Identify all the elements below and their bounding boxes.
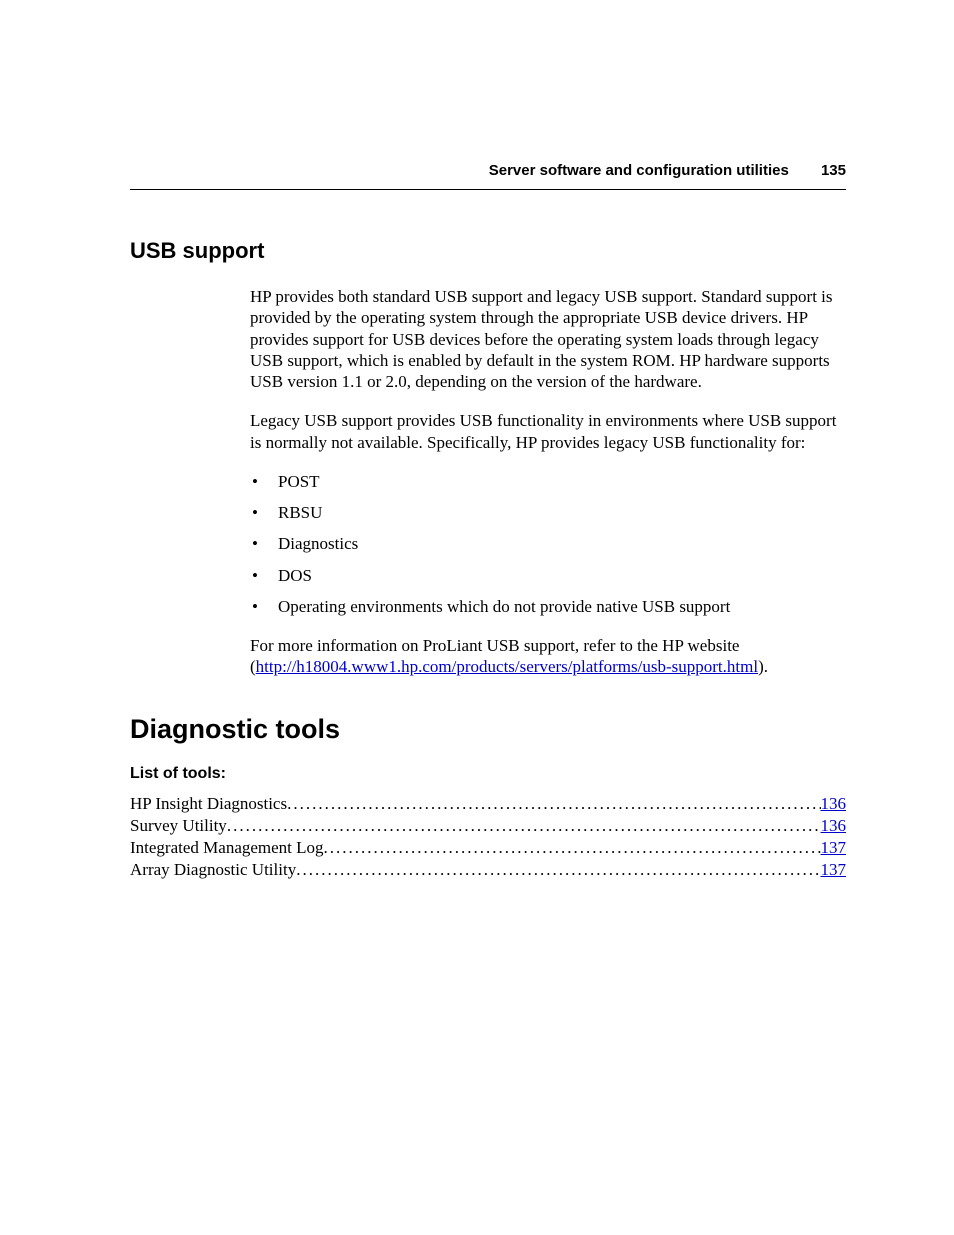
toc-label: Survey Utility: [130, 815, 227, 837]
toc-entry: HP Insight Diagnostics 136: [130, 793, 846, 815]
list-item: RBSU: [250, 502, 846, 523]
usb-para-1: HP provides both standard USB support an…: [250, 286, 846, 392]
list-item: Diagnostics: [250, 533, 846, 554]
toc-entry: Array Diagnostic Utility 137: [130, 859, 846, 881]
bullet-text: DOS: [278, 566, 312, 585]
toc-entry: Integrated Management Log 137: [130, 837, 846, 859]
usb-support-heading: USB support: [130, 238, 846, 264]
toc-leader-dots: [227, 815, 821, 837]
usb-support-link[interactable]: http://h18004.www1.hp.com/products/serve…: [256, 657, 758, 676]
usb-para-2: Legacy USB support provides USB function…: [250, 410, 846, 453]
header-page-number: 135: [821, 162, 846, 179]
diagnostic-tools-heading: Diagnostic tools: [130, 714, 846, 745]
toc-page-link[interactable]: 136: [821, 793, 847, 815]
toc-leader-dots: [287, 793, 820, 815]
toc-leader-dots: [324, 837, 821, 859]
bullet-text: RBSU: [278, 503, 322, 522]
toc-leader-dots: [296, 859, 820, 881]
running-header: Server software and configuration utilit…: [130, 162, 846, 190]
toc-page-link[interactable]: 137: [821, 859, 847, 881]
list-item: Operating environments which do not prov…: [250, 596, 846, 617]
bullet-text: POST: [278, 472, 320, 491]
toc-page-link[interactable]: 137: [821, 837, 847, 859]
list-of-tools-heading: List of tools:: [130, 765, 846, 783]
usb-bullet-list: POST RBSU Diagnostics DOS Operating envi…: [250, 471, 846, 617]
usb-body: HP provides both standard USB support an…: [250, 286, 846, 678]
toc-label: HP Insight Diagnostics: [130, 793, 287, 815]
bullet-text: Operating environments which do not prov…: [278, 597, 730, 616]
toc-label: Integrated Management Log: [130, 837, 324, 859]
para3-post: ).: [758, 657, 768, 676]
toc-page-link[interactable]: 136: [821, 815, 847, 837]
usb-para-3: For more information on ProLiant USB sup…: [250, 635, 846, 678]
list-item: POST: [250, 471, 846, 492]
toc-list: HP Insight Diagnostics 136 Survey Utilit…: [130, 793, 846, 881]
toc-label: Array Diagnostic Utility: [130, 859, 296, 881]
toc-entry: Survey Utility 136: [130, 815, 846, 837]
document-page: Server software and configuration utilit…: [0, 0, 954, 881]
list-item: DOS: [250, 565, 846, 586]
header-title: Server software and configuration utilit…: [489, 162, 789, 179]
bullet-text: Diagnostics: [278, 534, 358, 553]
